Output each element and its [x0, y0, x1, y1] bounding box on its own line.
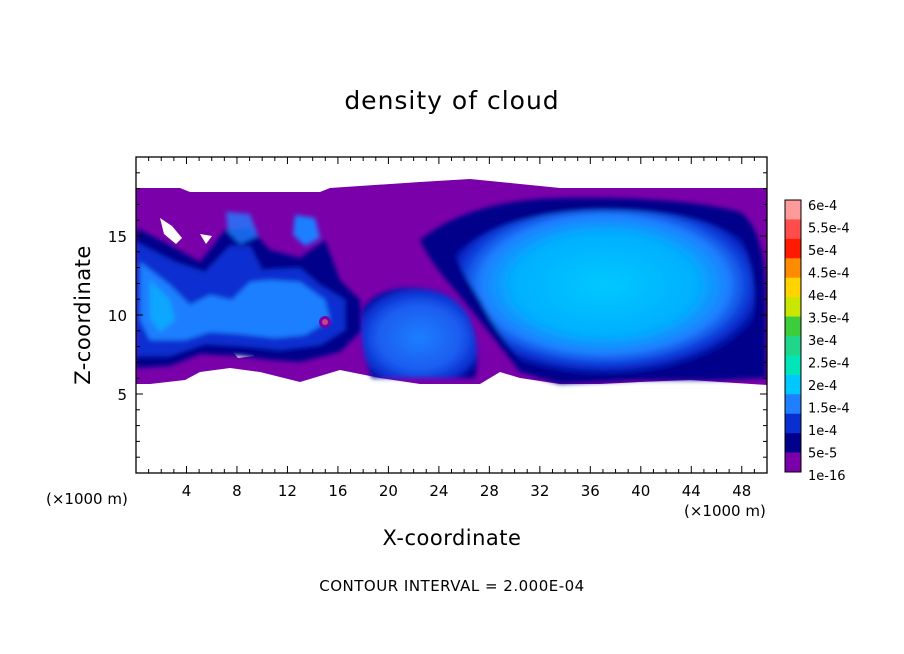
y-tick-label: 10 [108, 307, 127, 325]
colorbar-segment [785, 200, 801, 220]
contour-interval-note: CONTOUR INTERVAL = 2.000E-04 [319, 577, 585, 595]
x-tick-label: 32 [530, 482, 549, 500]
x-tick-label: 28 [480, 482, 499, 500]
colorbar-segment [785, 219, 801, 240]
chart-title: density of cloud [344, 86, 560, 115]
colorbar-label: 4e-4 [808, 289, 837, 304]
cloud-eddy-core [322, 319, 328, 325]
left-cloud-cluster [136, 212, 362, 368]
central-cloud-cell [361, 287, 478, 378]
x-tick-label: 20 [379, 482, 398, 500]
x-tick-label: 4 [182, 482, 192, 500]
x-tick-label: 44 [682, 482, 701, 500]
x-tick-label: 16 [328, 482, 347, 500]
gap-region [200, 234, 212, 244]
colorbar-label: 3e-4 [808, 334, 837, 349]
x-axis-ticks: 4 8 12 16 20 24 28 32 36 40 44 48 [148, 157, 755, 500]
colorbar-label: 2.5e-4 [808, 357, 850, 372]
x-unit-label: (×1000 m) [684, 502, 766, 520]
colorbar-segment [785, 374, 801, 395]
colorbar-label: 5e-5 [808, 447, 837, 462]
colorbar-label: 1.5e-4 [808, 402, 850, 417]
y-axis-ticks: 5 10 15 [108, 172, 767, 458]
colorbar-label: 1e-4 [808, 424, 837, 439]
colorbar-label: 5.5e-4 [808, 222, 850, 237]
colorbar-label: 1e-16 [808, 469, 846, 484]
colorbar: 6e-4 5.5e-4 5e-4 4.5e-4 4e-4 3.5e-4 3e-4 2.5e-4… [784, 199, 850, 484]
x-tick-label: 48 [732, 482, 751, 500]
colorbar-frame [784, 199, 802, 473]
colorbar-segment [785, 316, 801, 337]
gap-region [160, 218, 182, 244]
cloud-field [136, 179, 767, 385]
colorbar-segment [785, 433, 801, 453]
y-tick-label: 15 [108, 228, 127, 246]
y-tick-label: 5 [117, 386, 127, 404]
colorbar-segment [785, 394, 801, 415]
colorbar-segment [785, 413, 801, 434]
colorbar-label: 3.5e-4 [808, 312, 850, 327]
colorbar-segment [785, 452, 801, 473]
colorbar-label: 2e-4 [808, 379, 837, 394]
colorbar-label: 4.5e-4 [808, 267, 850, 282]
x-tick-label: 36 [581, 482, 600, 500]
colorbar-segment [785, 336, 801, 356]
colorbar-label: 6e-4 [808, 199, 837, 214]
colorbar-segment [785, 238, 801, 259]
y-unit-label: (×1000 m) [46, 490, 128, 508]
large-anvil-cloud [420, 197, 766, 384]
colorbar-label: 5e-4 [808, 244, 837, 259]
colorbar-segment [785, 297, 801, 317]
x-axis-label: X-coordinate [382, 526, 522, 550]
x-tick-label: 40 [631, 482, 650, 500]
colorbar-segment [785, 258, 801, 279]
x-tick-label: 24 [429, 482, 448, 500]
colorbar-segment [785, 355, 801, 376]
x-tick-label: 8 [232, 482, 242, 500]
colorbar-segment [785, 277, 801, 298]
x-tick-label: 12 [278, 482, 297, 500]
